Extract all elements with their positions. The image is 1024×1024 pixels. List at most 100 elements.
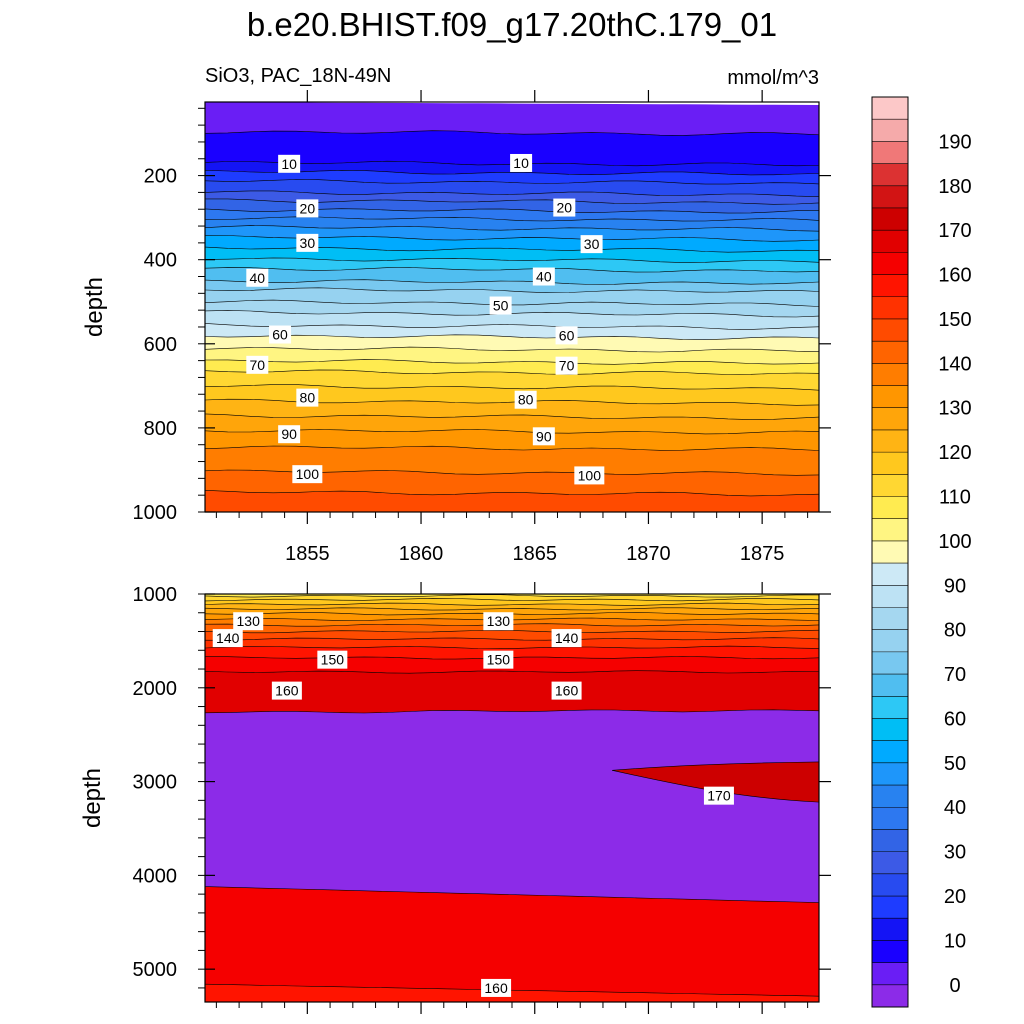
colorbar-swatch-29 [872,341,908,364]
x-tick-label-3: 1870 [626,543,671,565]
upper-contour-label-8: 50 [489,296,512,315]
upper-band-7 [205,208,819,222]
upper-band-17 [205,310,819,330]
upper-band-25 [205,413,819,434]
upper-contour-label-12: 70 [555,356,578,375]
lower-contour-label-2-text: 150 [321,652,345,668]
colorbar-swatch-38 [872,141,908,164]
upper-contour-label-0-box [278,154,301,173]
upper-band-9 [205,225,819,242]
upper-contour-label-13-text: 80 [300,390,316,406]
colorbar-tick-label-18: 180 [938,176,971,198]
colorbar-tick-label-9: 90 [944,575,966,597]
colorbar-tick-label-14: 140 [938,353,971,375]
upper-contour-95 [205,334,819,341]
colorbar-swatch-8 [872,807,908,830]
lower-band-bottom [205,984,819,1002]
colorbar-tick-label-11: 110 [939,487,971,509]
lower-contour-145 [205,637,819,641]
upper-contour-label-3-box [553,198,576,217]
colorbar-swatch-39 [872,119,908,142]
lower-contour-label-8: 170 [703,786,734,805]
colorbar-swatch-24 [872,452,908,475]
colorbar-swatch-3 [872,918,908,941]
upper-contour-100 [205,346,819,353]
lower-contour-label-2-box [317,650,348,669]
upper-contour-label-15: 90 [278,425,301,444]
colorbar-swatch-5 [872,873,908,897]
upper-contour-130 [205,429,819,435]
upper-contour-5 [205,130,819,136]
colorbar-swatch-7 [872,829,908,852]
colorbar-swatch-22 [872,496,908,520]
upper-contour-label-17: 100 [292,465,323,484]
x-tick-label-4: 1875 [740,543,785,565]
upper-contour-label-7: 40 [532,267,555,286]
upper-contour-65 [205,267,819,273]
upper-contour-label-7-box [532,267,555,286]
colorbar-tick-label-3: 30 [944,842,966,864]
upper-band-15 [205,287,819,307]
lower-contour-115 [205,602,819,606]
upper-band-12 [205,257,819,273]
lower-axis-ticks: 1000 2000 3000 4000 5000 [133,582,831,1014]
upper-contour-label-10-box [555,326,578,345]
colorbar-tick-label-12: 120 [938,442,971,464]
upper-contour-label-13-box [296,388,319,407]
colorbar-swatch-17 [872,607,908,630]
upper-contour-label-10-text: 60 [559,327,575,343]
upper-band-0 [205,102,819,136]
lower-contour-label-3-box [271,681,302,700]
upper-band-4 [205,179,819,197]
upper-contour-label-11-text: 70 [250,357,266,373]
upper-contour-label-13: 80 [296,388,319,407]
upper-contour-label-8-text: 50 [493,298,509,314]
lower-contour-label-4: 130 [483,612,514,631]
lower-contour-label-7-box [551,681,582,700]
colorbar-frame [871,96,909,1008]
colorbar-swatch-21 [872,518,908,542]
lower-contour-label-5: 140 [551,629,582,648]
chart-title: b.e20.BHIST.f09_g17.20thC.179_01 [247,6,777,43]
colorbar-swatch-25 [872,429,908,453]
upper-contour-label-12-text: 70 [559,358,575,374]
upper-contour-label-15-box [278,425,301,444]
colorbar-swatch-36 [872,185,908,209]
lower-ytick-label-3: 4000 [133,865,178,887]
upper-ytick-label-1: 400 [144,250,177,272]
x-tick-label-2: 1865 [512,543,557,565]
upper-axis-ticks: 200 400 600 800 1000 1855 1860 1865 1870 1875 [133,90,831,565]
upper-contour-75 [205,287,819,294]
upper-contour-label-16-text: 90 [536,428,552,444]
upper-contour-label-0-text: 10 [281,156,297,172]
lower-contour-label-5-box [551,629,582,648]
upper-contour-90 [205,323,819,330]
upper-contour-label-16: 90 [532,427,555,446]
colorbar-swatch-32 [872,274,908,298]
colorbar-swatch-26 [872,407,908,431]
colorbar-swatch-12 [872,718,908,741]
colorbar-swatch-1 [872,962,908,986]
upper-contour-label-6-box [246,268,269,287]
upper-contour-label-6: 40 [246,268,269,287]
upper-contour-label-1: 10 [510,153,533,172]
lower-contour-label-8-text: 170 [707,788,731,804]
lower-contour-label-1: 140 [212,629,243,648]
x-tick-label-1: 1860 [399,543,444,565]
colorbar-swatch-28 [872,363,908,386]
x-tick-label-0: 1855 [285,543,330,565]
colorbar-swatch-11 [872,740,908,764]
colorbar-swatch-33 [872,252,908,275]
upper-band-6 [205,198,819,214]
upper-contour-label-14-text: 80 [518,392,534,408]
upper-band-3 [205,170,819,185]
colorbar-swatch-31 [872,296,908,320]
colorbar-tick-label-19: 190 [938,131,971,153]
lower-band-9 [205,637,819,649]
upper-contour-110 [205,369,819,375]
upper-contour-label-5-box [580,235,603,254]
upper-contour-20 [205,179,819,185]
lower-contour-140 [205,629,819,634]
upper-contour-label-11-box [246,355,269,374]
